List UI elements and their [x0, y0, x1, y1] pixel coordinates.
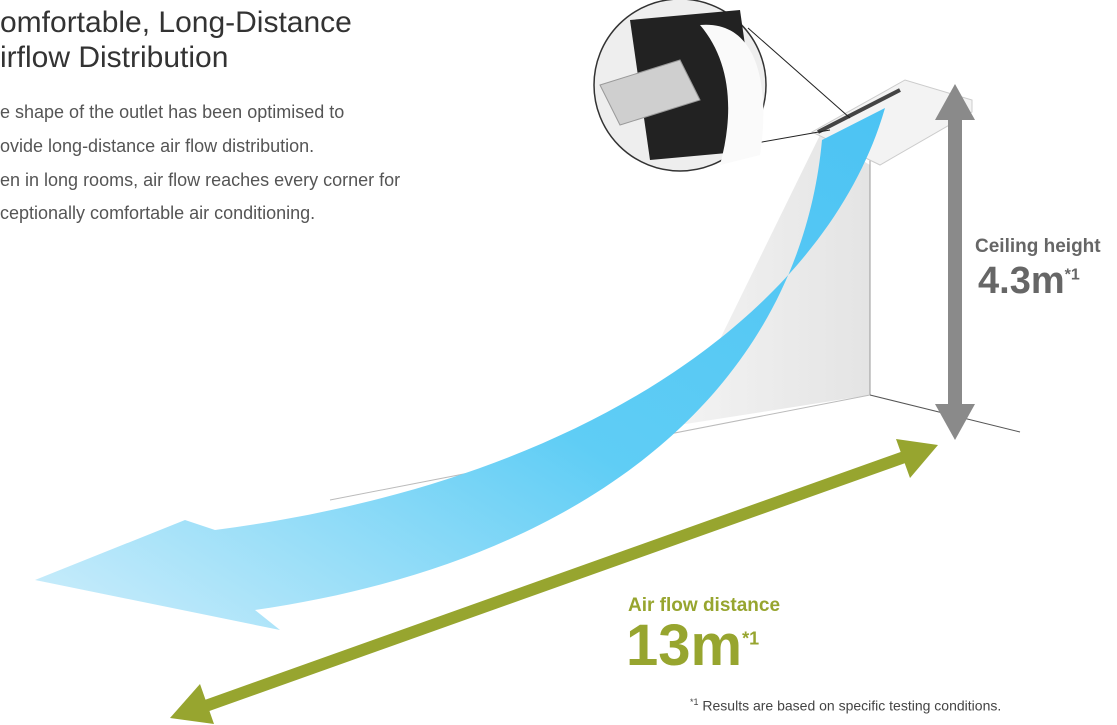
title: omfortable, Long-Distance [0, 6, 352, 39]
arrowhead [935, 84, 975, 120]
title: irflow Distribution [0, 41, 229, 74]
distance-value: 13m*1 [626, 612, 759, 679]
ceiling-label: Ceiling height [975, 236, 1101, 257]
ceiling-value-text: 4.3m [978, 260, 1065, 302]
distance-value-text: 13m [626, 613, 743, 678]
zoom-detail [700, 24, 764, 166]
distance-arrow [197, 449, 913, 714]
arrowhead [935, 404, 975, 440]
outlet [817, 88, 901, 134]
description: en in long rooms, air flow reaches every… [0, 170, 401, 190]
arrowhead [170, 684, 214, 724]
footnote-mark: *1 [690, 697, 699, 707]
ceiling-value: 4.3m*1 [978, 260, 1080, 303]
arrowhead [896, 439, 938, 478]
ceiling-note: *1 [1064, 266, 1080, 284]
distance-label: Air flow distance [628, 595, 781, 616]
description: ovide long-distance air flow distributio… [0, 136, 315, 156]
zoom-louver [599, 59, 701, 126]
description: e shape of the outlet has been optimised… [0, 102, 345, 122]
airflow-arrow [35, 108, 885, 630]
description: ceptionally comfortable air conditioning… [0, 203, 316, 223]
footnote-text: Results are based on specific testing co… [702, 697, 1002, 714]
distance-note: *1 [742, 628, 760, 649]
zoom-line [747, 27, 851, 119]
footnote: *1 Results are based on specific testing… [690, 697, 1001, 714]
